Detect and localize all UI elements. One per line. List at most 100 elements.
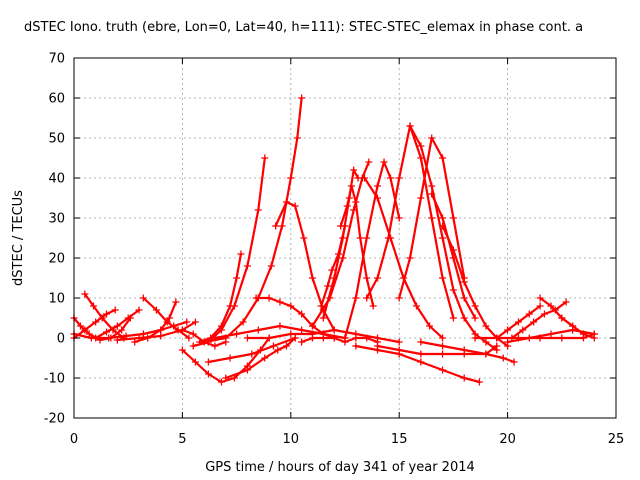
data-point bbox=[530, 318, 538, 326]
y-tick-label: 40 bbox=[48, 172, 65, 187]
data-point bbox=[413, 302, 421, 310]
data-point bbox=[308, 322, 316, 330]
data-point bbox=[562, 298, 570, 306]
data-point bbox=[428, 214, 436, 222]
data-point bbox=[81, 326, 89, 334]
data-point bbox=[233, 274, 241, 282]
data-point bbox=[417, 338, 425, 346]
series-line bbox=[510, 300, 568, 340]
data-point bbox=[350, 166, 358, 174]
data-point bbox=[248, 350, 256, 358]
data-point bbox=[237, 250, 245, 258]
data-point bbox=[282, 198, 290, 206]
chart-title: dSTEC Iono. truth (ebre, Lon=0, Lat=40, … bbox=[24, 20, 583, 35]
y-tick-label: 10 bbox=[48, 292, 65, 307]
y-tick-label: 20 bbox=[48, 252, 65, 267]
series-10 bbox=[189, 154, 269, 350]
data-point bbox=[230, 302, 238, 310]
x-tick-label: 0 bbox=[70, 432, 78, 447]
data-point bbox=[514, 318, 522, 326]
data-point bbox=[326, 294, 334, 302]
y-axis-label: dSTEC / TECUs bbox=[11, 190, 26, 286]
data-point bbox=[278, 222, 286, 230]
data-point bbox=[395, 294, 403, 302]
data-point bbox=[352, 342, 360, 350]
data-point bbox=[81, 290, 89, 298]
series-line bbox=[322, 168, 360, 320]
x-axis-label: GPS time / hours of day 341 of year 2014 bbox=[205, 460, 475, 475]
data-point bbox=[261, 354, 269, 362]
data-point bbox=[124, 314, 132, 322]
y-tick-label: 0 bbox=[57, 332, 65, 347]
data-point bbox=[239, 318, 247, 326]
data-point bbox=[267, 262, 275, 270]
data-point bbox=[308, 334, 316, 342]
data-point bbox=[243, 334, 251, 342]
data-point bbox=[482, 338, 490, 346]
series-34 bbox=[417, 338, 518, 366]
data-point bbox=[233, 330, 241, 338]
data-point bbox=[460, 278, 468, 286]
data-point bbox=[482, 322, 490, 330]
data-point bbox=[374, 182, 382, 190]
y-tick-label: 60 bbox=[48, 92, 65, 107]
data-point bbox=[439, 350, 447, 358]
data-point bbox=[287, 330, 295, 338]
data-point bbox=[189, 330, 197, 338]
data-point bbox=[417, 350, 425, 358]
data-point bbox=[135, 334, 143, 342]
series-29 bbox=[406, 122, 501, 354]
data-point bbox=[406, 122, 414, 130]
data-point bbox=[272, 222, 280, 230]
x-tick-label: 5 bbox=[178, 432, 186, 447]
data-point bbox=[540, 310, 548, 318]
data-point bbox=[417, 194, 425, 202]
data-point bbox=[276, 298, 284, 306]
series-24 bbox=[337, 182, 377, 310]
series-18 bbox=[272, 198, 338, 334]
data-point bbox=[291, 334, 299, 342]
series-37 bbox=[508, 298, 570, 342]
tick-labels: 0 5 10 15 20 25 -20 -10 0 10 20 30 40 50 60 70 bbox=[44, 52, 625, 448]
data-point bbox=[428, 190, 436, 198]
series-line bbox=[207, 336, 297, 364]
data-point bbox=[152, 306, 160, 314]
data-point bbox=[341, 334, 349, 342]
series-line bbox=[354, 344, 481, 384]
data-point bbox=[287, 302, 295, 310]
data-point bbox=[471, 334, 479, 342]
data-point bbox=[363, 234, 371, 242]
data-point bbox=[222, 338, 230, 346]
data-point bbox=[77, 322, 85, 330]
data-point bbox=[217, 378, 225, 386]
series-40 bbox=[504, 326, 598, 346]
data-point bbox=[204, 358, 212, 366]
data-point bbox=[395, 346, 403, 354]
data-point bbox=[85, 330, 93, 338]
data-point bbox=[460, 294, 468, 302]
data-point bbox=[439, 154, 447, 162]
data-point bbox=[317, 302, 325, 310]
data-point bbox=[439, 334, 447, 342]
data-point bbox=[363, 294, 371, 302]
data-point bbox=[178, 346, 186, 354]
data-point bbox=[519, 326, 527, 334]
plot-frame bbox=[73, 57, 617, 419]
data-point bbox=[324, 282, 332, 290]
data-point bbox=[328, 266, 336, 274]
series-line bbox=[224, 336, 297, 380]
data-point bbox=[298, 326, 306, 334]
data-point bbox=[276, 322, 284, 330]
data-point bbox=[361, 174, 369, 182]
series-layer bbox=[70, 94, 598, 386]
y-tick-label: 30 bbox=[48, 212, 65, 227]
data-point bbox=[387, 174, 395, 182]
series-23 bbox=[308, 158, 373, 330]
data-point bbox=[504, 326, 512, 334]
data-point bbox=[211, 334, 219, 342]
axis-ticks bbox=[73, 57, 617, 419]
data-point bbox=[525, 310, 533, 318]
data-point bbox=[471, 302, 479, 310]
series-12 bbox=[178, 326, 230, 350]
y-tick-label: -20 bbox=[44, 412, 65, 427]
